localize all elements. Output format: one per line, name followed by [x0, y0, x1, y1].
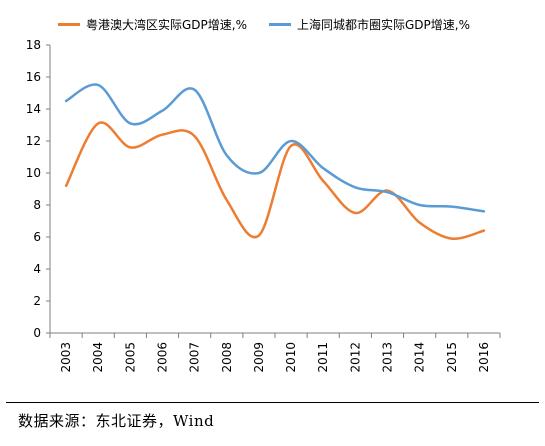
series-line-shanghai: [64, 83, 486, 213]
x-tick-label: 2004: [91, 342, 105, 373]
x-tick-label: 2009: [252, 342, 266, 373]
y-tick-label: 10: [26, 166, 41, 180]
source-note: 数据来源：东北证券，Wind: [18, 412, 215, 430]
legend-swatch-gba: [58, 23, 80, 26]
line-chart: 0 2 4 6 8 10 12 14 16 18 2003 2004 2005 2006 2007 2008 2…: [26, 38, 501, 373]
x-tick-label: 2012: [348, 342, 362, 373]
source-divider: [6, 402, 539, 403]
x-tick-label: 2006: [156, 342, 170, 373]
y-tick-label: 16: [26, 70, 41, 84]
x-tick-label: 2003: [59, 342, 73, 373]
legend-label-shanghai: 上海同城都市圈实际GDP增速,%: [297, 18, 470, 32]
legend-item-shanghai: 上海同城都市圈实际GDP增速,%: [269, 16, 470, 33]
x-tick-label: 2016: [477, 342, 491, 373]
y-tick-label: 2: [33, 294, 41, 308]
legend-swatch-shanghai: [269, 23, 291, 26]
legend-item-gba: 粤港澳大湾区实际GDP增速,%: [58, 16, 247, 33]
x-tick-label: 2005: [123, 342, 137, 373]
x-tick-label: 2011: [316, 342, 330, 373]
x-tick-label: 2007: [188, 342, 202, 373]
series-line-gba: [64, 121, 486, 240]
y-tick-label: 8: [33, 198, 41, 212]
y-tick-label: 4: [33, 262, 41, 276]
x-tick-label: 2015: [445, 342, 459, 373]
y-tick-label: 18: [26, 38, 41, 52]
y-tick-label: 0: [33, 326, 41, 340]
x-tick-label: 2008: [220, 342, 234, 373]
y-tick-label: 12: [26, 134, 41, 148]
x-tick-label: 2013: [381, 342, 395, 373]
y-tick-label: 14: [26, 102, 41, 116]
y-tick-label: 6: [33, 230, 41, 244]
legend-label-gba: 粤港澳大湾区实际GDP增速,%: [86, 18, 247, 32]
x-tick-label: 2014: [413, 342, 427, 373]
x-tick-label: 2010: [284, 342, 298, 373]
chart-legend: 粤港澳大湾区实际GDP增速,% 上海同城都市圈实际GDP增速,%: [58, 16, 470, 33]
